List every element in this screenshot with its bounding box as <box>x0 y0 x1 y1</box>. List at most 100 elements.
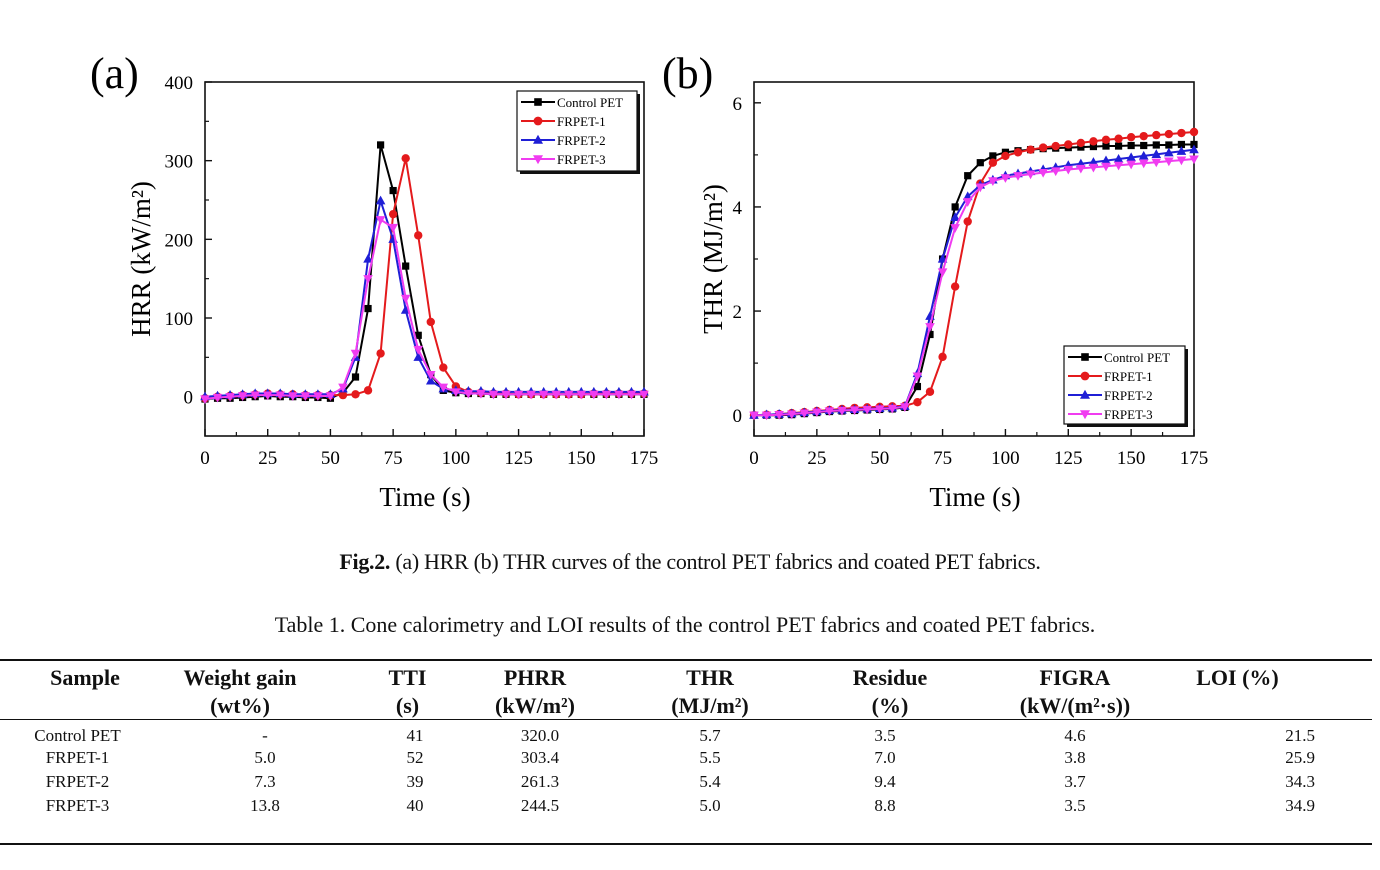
hrr-point-frpet-3 <box>275 391 286 401</box>
thr-point-frpet-3 <box>1013 172 1023 181</box>
table-cell-phrr: 303.4 <box>520 748 560 767</box>
hrr-point-frpet-3 <box>438 383 449 393</box>
thr-point-frpet-3 <box>1025 170 1036 180</box>
header-loi: LOI (%) <box>1196 665 1279 690</box>
hrr-x-axis-title: Time (s) <box>379 482 470 512</box>
thr-point-frpet-1 <box>1026 145 1035 154</box>
table-cell-thr: 5.0 <box>699 796 721 815</box>
table-cell-residue: 8.8 <box>874 796 896 815</box>
hrr-x-tick-label: 125 <box>504 448 533 469</box>
table-cell-tti: 40 <box>406 796 424 815</box>
thr-point-frpet-1 <box>1101 135 1111 144</box>
hrr-chart: (a) 0 25 50 75 100 125 150 175 0 100 200 300 400 Tim… <box>90 49 658 512</box>
header-tti: TTI (s) <box>370 664 445 720</box>
hrr-point-frpet-3 <box>626 390 637 400</box>
thr-point-frpet-3 <box>862 405 872 415</box>
thr-legend: Control PET FRPET-1 FRPET-2 FRPET-3 <box>1063 345 1188 427</box>
thr-point-frpet-2 <box>1113 153 1124 163</box>
thr-point-frpet-3 <box>1088 163 1099 173</box>
thr-point-frpet-3 <box>988 177 998 187</box>
thr-point-frpet-1 <box>1076 138 1086 148</box>
thr-point-frpet-2 <box>1176 146 1187 155</box>
thr-point-frpet-3 <box>900 403 910 412</box>
thr-point-control-pet <box>913 382 922 391</box>
hrr-x-tick-label: 100 <box>442 448 471 469</box>
figure-caption-text: (a) HRR (b) THR curves of the control PE… <box>390 549 1041 574</box>
header-phrr-line1: PHRR <box>503 665 567 690</box>
hrr-point-frpet-3 <box>212 393 223 403</box>
hrr-point-frpet-3 <box>563 390 574 400</box>
header-figra: FIGRA (kW/(m²·s)) <box>995 664 1155 720</box>
thr-point-frpet-1 <box>1164 129 1174 139</box>
table-cell-residue: 7.0 <box>874 748 896 767</box>
hrr-point-frpet-1 <box>414 231 423 240</box>
table-cell-thr: 5.7 <box>699 726 721 745</box>
thr-point-frpet-3 <box>786 410 797 420</box>
hrr-point-frpet-3 <box>476 389 486 399</box>
thr-point-frpet-1 <box>988 158 998 167</box>
thr-y-axis-title: THR (MJ/m²) <box>698 184 728 334</box>
table-cell-tti: 52 <box>406 748 424 767</box>
hrr-point-frpet-2 <box>413 352 424 361</box>
hrr-point-frpet-1 <box>439 363 448 372</box>
hrr-point-frpet-3 <box>576 390 587 400</box>
hrr-point-control-pet <box>364 304 372 313</box>
thr-point-frpet-3 <box>912 372 923 382</box>
thr-point-control-pet <box>1152 141 1160 149</box>
hrr-point-frpet-2 <box>375 195 386 205</box>
hrr-point-frpet-3 <box>350 349 361 359</box>
hrr-x-tick-label: 75 <box>384 448 403 469</box>
thr-point-frpet-2 <box>1189 144 1199 154</box>
thr-legend-label-frpet-1: FRPET-1 <box>1104 369 1153 384</box>
table-cell-thr: 5.5 <box>699 748 721 767</box>
hrr-point-control-pet <box>414 331 422 339</box>
hrr-y-axis-title: HRR (kW/m²) <box>126 181 156 337</box>
thr-point-frpet-1 <box>1013 148 1023 157</box>
thr-point-frpet-1 <box>1152 130 1161 140</box>
hrr-point-frpet-3 <box>413 345 424 355</box>
table-cell-figra: 4.6 <box>1064 726 1086 745</box>
thr-point-control-pet <box>976 159 984 167</box>
hrr-legend-marker-frpet-3 <box>533 155 543 165</box>
thr-point-frpet-3 <box>962 198 973 207</box>
thr-legend-marker-control-pet <box>1081 353 1089 361</box>
thr-x-tick-label: 50 <box>870 448 889 469</box>
table-cell-loi: 21.5 <box>1285 726 1315 745</box>
thr-point-frpet-3 <box>1101 162 1111 172</box>
hrr-y-tick-label: 300 <box>165 152 194 173</box>
thr-x-tick-label: 100 <box>991 448 1020 469</box>
hrr-legend-label-frpet-1: FRPET-1 <box>557 114 606 129</box>
table-cell-weight: - <box>262 726 268 745</box>
hrr-point-frpet-2 <box>425 375 436 385</box>
hrr-x-tick-label: 50 <box>321 448 340 469</box>
hrr-point-frpet-3 <box>288 392 298 401</box>
hrr-point-frpet-3 <box>325 392 336 401</box>
hrr-point-frpet-3 <box>200 395 210 405</box>
hrr-y-tick-label: 400 <box>165 73 194 94</box>
thr-point-frpet-2 <box>1164 147 1174 157</box>
thr-legend-label-control-pet: Control PET <box>1104 350 1170 365</box>
hrr-point-frpet-3 <box>488 390 499 400</box>
thr-y-tick-label: 0 <box>733 406 743 427</box>
thr-legend-marker-frpet-1 <box>1080 371 1090 381</box>
header-weight-gain: Weight gain (wt%) <box>160 664 320 720</box>
thr-point-control-pet <box>1127 141 1135 150</box>
hrr-y-tick-label: 0 <box>184 388 194 409</box>
thr-point-frpet-1 <box>1177 128 1186 138</box>
thr-point-control-pet <box>1114 142 1123 150</box>
thr-point-frpet-1 <box>1189 127 1199 137</box>
table-cell-phrr: 261.3 <box>520 772 560 791</box>
thr-point-frpet-3 <box>837 406 847 416</box>
thr-y-tick-label: 2 <box>733 302 743 323</box>
thr-point-frpet-3 <box>1050 167 1061 177</box>
hrr-x-tick-label: 150 <box>567 448 596 469</box>
thr-point-frpet-3 <box>1151 158 1162 168</box>
hrr-point-control-pet <box>389 186 397 195</box>
hrr-point-frpet-3 <box>363 275 373 284</box>
figure-caption-label: Fig.2. <box>339 549 391 574</box>
table-cell-loi: 34.9 <box>1285 796 1315 815</box>
hrr-point-frpet-3 <box>313 392 323 401</box>
thr-point-frpet-3 <box>1063 165 1074 175</box>
thr-point-control-pet <box>1190 140 1198 149</box>
